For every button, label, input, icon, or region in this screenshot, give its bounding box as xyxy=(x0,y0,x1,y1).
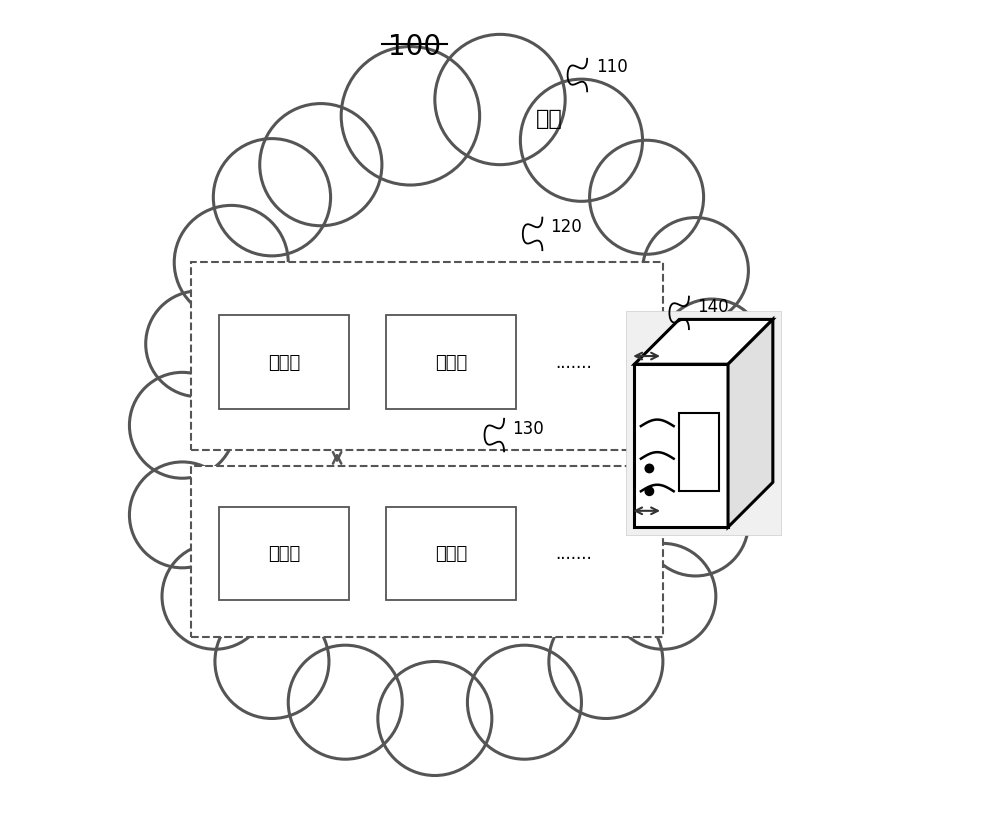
Circle shape xyxy=(142,230,370,459)
Circle shape xyxy=(256,109,500,352)
Circle shape xyxy=(435,35,565,165)
Text: 网络: 网络 xyxy=(535,109,562,129)
Circle shape xyxy=(645,464,654,473)
Polygon shape xyxy=(634,364,728,527)
Circle shape xyxy=(659,300,765,405)
Circle shape xyxy=(549,434,744,629)
Circle shape xyxy=(645,487,654,495)
FancyBboxPatch shape xyxy=(191,263,663,450)
Circle shape xyxy=(199,540,394,735)
Circle shape xyxy=(109,328,321,540)
FancyBboxPatch shape xyxy=(679,414,719,491)
Circle shape xyxy=(541,328,752,540)
FancyBboxPatch shape xyxy=(219,507,349,600)
Circle shape xyxy=(549,604,663,718)
Circle shape xyxy=(643,219,748,324)
Text: 控制端: 控制端 xyxy=(268,353,300,371)
Circle shape xyxy=(215,604,329,718)
Circle shape xyxy=(520,80,643,202)
Circle shape xyxy=(337,572,533,767)
Circle shape xyxy=(427,93,606,271)
Circle shape xyxy=(362,247,720,604)
Circle shape xyxy=(610,544,716,649)
Text: 控制端: 控制端 xyxy=(435,353,467,371)
Circle shape xyxy=(117,434,313,629)
Circle shape xyxy=(174,206,288,320)
Text: .......: ....... xyxy=(555,545,592,563)
Circle shape xyxy=(492,230,720,459)
Circle shape xyxy=(476,377,736,637)
Circle shape xyxy=(272,385,598,710)
Text: 用户端: 用户端 xyxy=(268,545,300,563)
FancyBboxPatch shape xyxy=(191,467,663,637)
Circle shape xyxy=(272,124,598,450)
Circle shape xyxy=(191,165,679,654)
Circle shape xyxy=(146,292,252,397)
Circle shape xyxy=(125,377,386,637)
Circle shape xyxy=(590,141,704,255)
Text: .......: ....... xyxy=(555,353,592,371)
FancyBboxPatch shape xyxy=(386,507,516,600)
Text: 130: 130 xyxy=(512,419,544,437)
Circle shape xyxy=(288,645,402,759)
FancyBboxPatch shape xyxy=(219,316,349,410)
Circle shape xyxy=(260,105,382,227)
Circle shape xyxy=(341,48,480,186)
Text: 用户端: 用户端 xyxy=(435,545,467,563)
Circle shape xyxy=(264,93,443,271)
Text: 120: 120 xyxy=(550,217,582,235)
Text: 110: 110 xyxy=(596,58,628,76)
Circle shape xyxy=(129,373,235,478)
Circle shape xyxy=(378,662,492,776)
Text: 100: 100 xyxy=(388,33,441,61)
Circle shape xyxy=(378,109,622,352)
Polygon shape xyxy=(728,320,773,527)
Circle shape xyxy=(643,470,748,577)
Circle shape xyxy=(129,463,235,568)
Circle shape xyxy=(158,247,516,604)
FancyBboxPatch shape xyxy=(626,312,781,536)
Circle shape xyxy=(467,645,581,759)
Circle shape xyxy=(467,540,663,735)
Polygon shape xyxy=(634,320,773,364)
Circle shape xyxy=(213,139,331,256)
Text: 140: 140 xyxy=(697,297,729,315)
Circle shape xyxy=(162,544,268,649)
Circle shape xyxy=(659,389,765,495)
Circle shape xyxy=(345,60,524,238)
FancyBboxPatch shape xyxy=(386,316,516,410)
